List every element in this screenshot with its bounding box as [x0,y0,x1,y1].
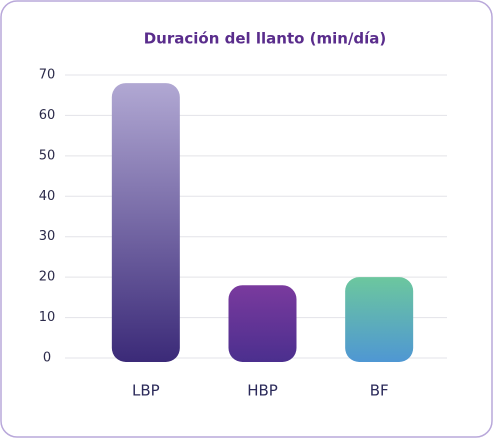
bar [345,277,414,362]
y-tick-label: 30 [39,229,56,244]
y-tick-label: 70 [39,68,56,83]
x-tick-label: HBP [247,382,278,400]
bar [228,285,297,362]
y-tick-label: 10 [39,310,56,325]
y-tick-label: 0 [43,351,51,366]
y-tick-label: 50 [39,148,56,163]
chart-title: Duración del llanto (min/día) [144,30,387,48]
x-tick-label: BF [370,382,389,400]
y-tick-label: 40 [39,189,56,204]
y-tick-label: 20 [39,270,56,285]
y-tick-label: 60 [39,108,56,123]
bar [111,83,180,362]
x-tick-label: LBP [132,382,160,400]
